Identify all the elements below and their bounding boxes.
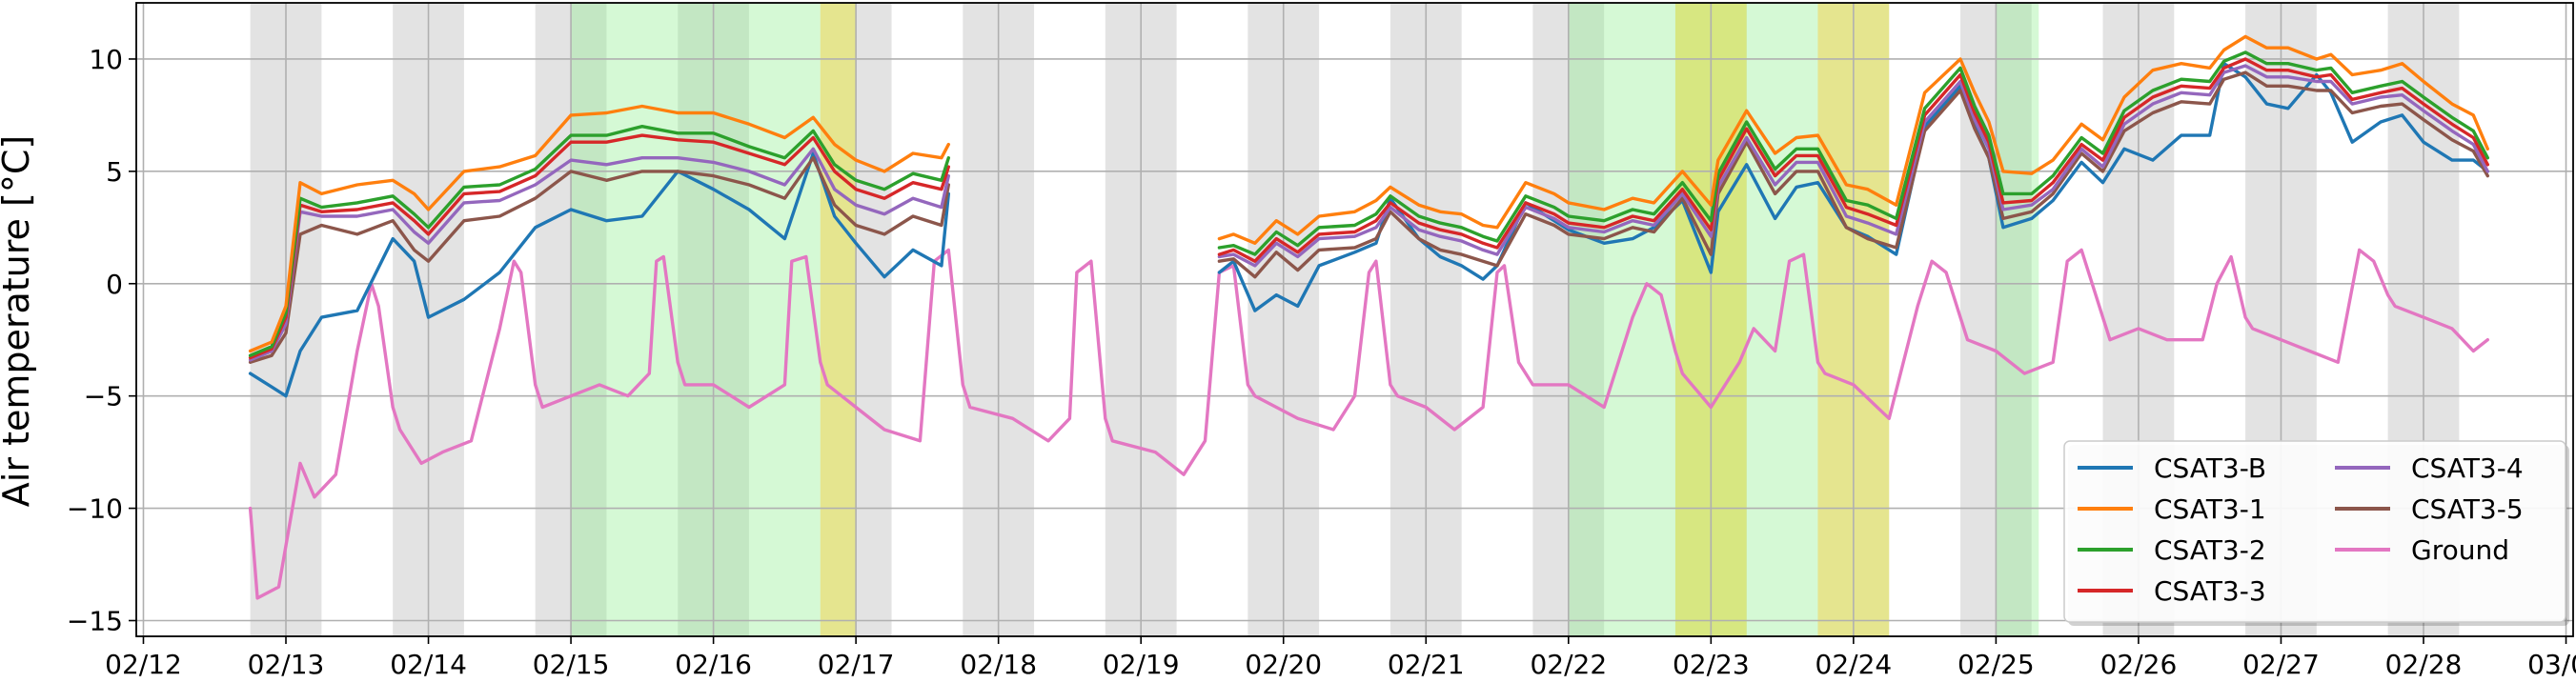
legend-label-1: CSAT3-1 (2154, 493, 2266, 525)
legend-box (2063, 440, 2566, 623)
x-tick-label-12: 02/24 (1815, 649, 1893, 679)
x-tick-label-11: 02/23 (1673, 649, 1750, 679)
x-tick-label-2: 02/14 (390, 649, 467, 679)
x-axis-ticks: 02/12 02/13 02/14 02/15 02/16 02/17 02/18 02/19… (105, 636, 2576, 680)
x-tick-label-3: 02/15 (533, 649, 610, 679)
x-tick-label-5: 02/17 (818, 649, 895, 679)
x-tick-label-0: 02/12 (105, 649, 182, 679)
plot-frame (135, 2, 2574, 637)
legend-label-3: CSAT3-3 (2154, 575, 2266, 607)
x-tick-label-14: 02/26 (2100, 649, 2178, 679)
legend-label-2: CSAT3-2 (2154, 534, 2266, 566)
x-tick-label-16: 02/28 (2385, 649, 2463, 679)
x-tick-label-10: 02/22 (1530, 649, 1607, 679)
yellow-band-0 (820, 3, 857, 636)
x-tick-label-4: 02/16 (675, 649, 752, 679)
y-tick-label-0: 10 (89, 44, 123, 75)
series-line-csat3-1 (248, 34, 2489, 353)
y-tick-label-2: 0 (106, 269, 123, 300)
series-line-csat3-3 (248, 57, 2489, 360)
series-line-csat3-2 (248, 50, 2489, 357)
x-tick-label-7: 02/19 (1103, 649, 1180, 679)
y-axis-label: Air temperature [°C] (0, 135, 37, 507)
x-tick-label-6: 02/18 (960, 649, 1037, 679)
x-tick-label-9: 02/21 (1388, 649, 1465, 679)
legend-label-5: CSAT3-5 (2411, 493, 2524, 525)
y-tick-label-1: 5 (106, 156, 123, 188)
y-tick-label-4: −10 (67, 493, 123, 525)
x-tick-label-15: 02/27 (2242, 649, 2320, 679)
x-tick-label-13: 02/25 (1957, 649, 2035, 679)
y-tick-label-3: −5 (84, 381, 123, 412)
x-tick-label-17: 03/01 (2527, 649, 2576, 679)
series-lines (248, 34, 2489, 600)
x-tick-label-8: 02/20 (1245, 649, 1322, 679)
series-line-csat3-4 (248, 64, 2489, 362)
legend-label-0: CSAT3-B (2154, 452, 2266, 484)
legend-label-4: CSAT3-4 (2411, 452, 2524, 484)
x-tick-label-1: 02/13 (248, 649, 325, 679)
y-axis-ticks: 10 5 0 −5 −10 −15 (67, 44, 136, 636)
series-line-ground (248, 248, 2489, 600)
legend-label-6: Ground (2411, 534, 2509, 566)
y-tick-label-5: −15 (67, 605, 123, 636)
green-band-2 (1996, 3, 2039, 636)
legend: CSAT3-B CSAT3-1 CSAT3-2 CSAT3-3 CSAT3-4 CSAT3… (2063, 440, 2569, 626)
green-band-0 (571, 3, 821, 636)
series-line-csat3-5 (248, 70, 2489, 364)
